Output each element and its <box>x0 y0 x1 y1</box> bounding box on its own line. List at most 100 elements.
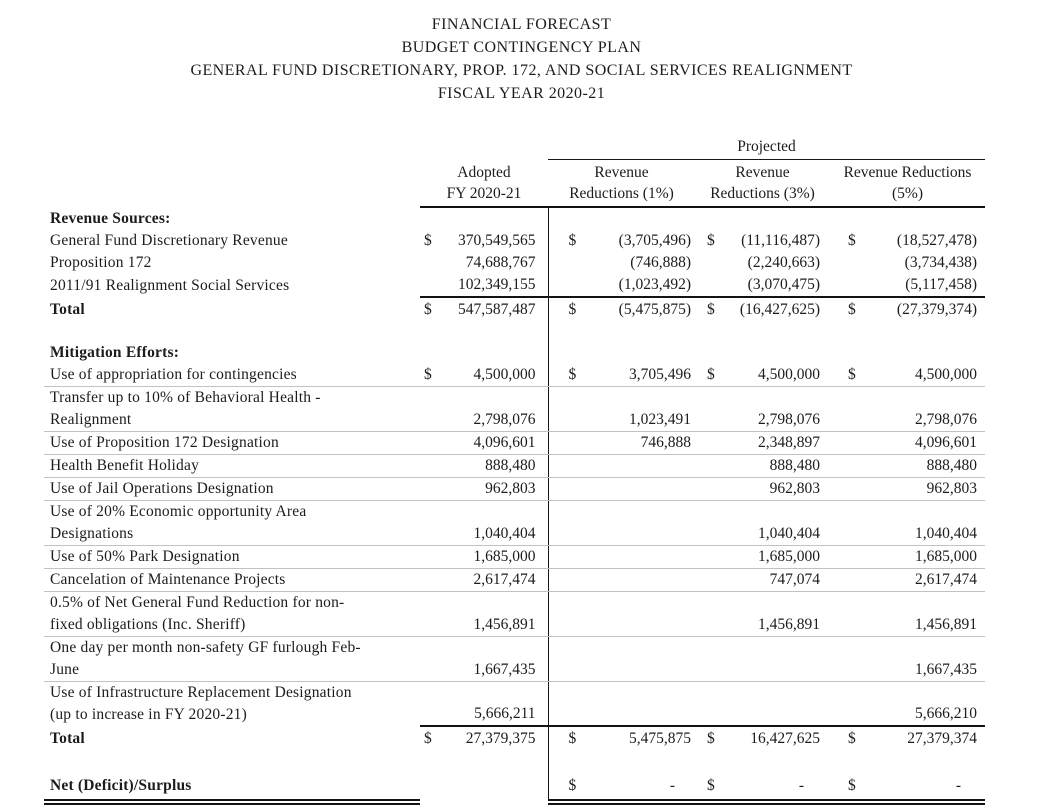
row-label-line: (up to increase in FY 2020-21) <box>50 706 247 723</box>
amount-value: - <box>798 777 804 794</box>
row-label: Transfer up to 10% of Behavioral Health … <box>44 386 420 432</box>
budget-table: Projected Adopted FY 2020-21 Revenue Red… <box>44 131 985 805</box>
amount-value: (746,888) <box>630 254 691 271</box>
amount: 1,456,891 <box>420 614 548 636</box>
table-row: Use of Infrastructure Replacement Design… <box>44 681 985 727</box>
row-label: 2011/91 Realignment Social Services <box>44 274 420 297</box>
col-header-reductions-1pct: Revenue Reductions (1%) <box>548 159 695 208</box>
amount-cell-r5: 1,456,891 <box>830 591 985 637</box>
amount: $ (27,379,374) <box>830 299 985 321</box>
amount-value: 2,798,076 <box>915 411 977 428</box>
row-label-line: Transfer up to 10% of Behavioral Health … <box>50 389 321 406</box>
amount: 2,798,076 <box>420 409 548 431</box>
amount-cell-r1: $ (5,475,875) <box>547 297 696 321</box>
amount-cell-r5: 1,667,435 <box>830 636 985 682</box>
amount-value: 74,688,767 <box>465 254 536 271</box>
column-header-row: Adopted FY 2020-21 Revenue Reductions (1… <box>44 159 985 208</box>
amount-value: 1,685,000 <box>915 548 977 565</box>
amount-value: 2,617,474 <box>473 571 536 588</box>
amount-cell-r1: $3,705,496 <box>547 364 695 387</box>
amount: 747,074 <box>695 569 830 591</box>
amount: $5,475,875 <box>549 728 696 750</box>
amount: $370,549,565 <box>420 230 548 252</box>
row-label: Mitigation Efforts: <box>44 342 420 364</box>
amount: 4,096,601 <box>830 432 985 454</box>
col-header-adopted: Adopted FY 2020-21 <box>420 159 548 208</box>
amount-cell-r3 <box>695 636 830 682</box>
amount-cell-r3 <box>695 207 830 230</box>
amount: $ (3,705,496) <box>549 230 696 252</box>
amount-cell-r3: 1,685,000 <box>695 545 830 569</box>
document-title-line: FINANCIAL FORECAST <box>431 16 612 33</box>
amount-cell-r1: (746,888) <box>547 252 695 274</box>
row-label-line: Realignment <box>50 411 132 428</box>
amount-value: 5,666,211 <box>474 705 536 722</box>
row-label-line: Use of 20% Economic opportunity Area <box>50 503 307 520</box>
projected-header-row: Projected <box>44 131 985 160</box>
amount-value: 1,040,404 <box>915 525 977 542</box>
dollar-sign: $ <box>848 301 856 318</box>
dollar-sign: $ <box>424 730 432 747</box>
header-spacer <box>420 131 548 160</box>
amount-cell-r3 <box>695 321 830 342</box>
dollar-sign: $ <box>848 730 856 747</box>
amount-cell-adopted <box>420 771 548 802</box>
amount-value: 1,667,435 <box>915 661 977 678</box>
amount-value: 3,705,496 <box>629 366 691 383</box>
amount-cell-r1 <box>547 207 695 230</box>
document-title-line: GENERAL FUND DISCRETIONARY, PROP. 172, A… <box>190 62 853 79</box>
row-label: 0.5% of Net General Fund Reduction for n… <box>44 591 420 637</box>
row-label-line: Total <box>50 730 85 747</box>
amount: $16,427,625 <box>695 728 830 750</box>
amount-value: 888,480 <box>769 457 820 474</box>
table-row: Mitigation Efforts: <box>44 342 985 364</box>
amount: (5,117,458) <box>830 274 985 296</box>
amount-cell-r3: $ - <box>695 771 830 805</box>
row-label: Revenue Sources: <box>44 207 420 230</box>
table-row: One day per month non-safety GF furlough… <box>44 636 985 682</box>
amount-cell-adopted: $27,379,375 <box>420 726 548 750</box>
amount-cell-r5: 2,798,076 <box>830 386 985 432</box>
amount-cell-r5: 888,480 <box>830 454 985 478</box>
row-label-line: Use of Proposition 172 Designation <box>50 434 279 451</box>
amount-cell-adopted: $370,549,565 <box>420 230 548 252</box>
row-label: Use of 20% Economic opportunity Area Desi… <box>44 500 420 546</box>
amount: 5,666,210 <box>830 703 985 725</box>
amount-cell-r5: $4,500,000 <box>830 364 985 387</box>
amount-cell-r5: $27,379,374 <box>830 726 985 750</box>
dollar-sign: $ <box>424 232 432 249</box>
amount-cell-r1: $ (3,705,496) <box>547 230 696 252</box>
amount-value: 1,456,891 <box>758 616 820 633</box>
table-row: Health Benefit Holiday 888,480 888,480 888,… <box>44 454 985 478</box>
row-label-line: Use of Infrastructure Replacement Design… <box>50 684 352 701</box>
amount-cell-adopted: 102,349,155 <box>420 274 548 298</box>
amount-value: - <box>955 777 961 794</box>
row-label-line: Revenue Sources: <box>50 210 171 227</box>
amount-value: 746,888 <box>640 434 691 451</box>
dollar-sign: $ <box>424 366 432 383</box>
amount: $27,379,375 <box>420 728 548 750</box>
dollar-sign: $ <box>707 366 715 383</box>
amount-value: 1,023,491 <box>629 411 691 428</box>
amount: $ (5,475,875) <box>549 299 696 321</box>
amount: (3,070,475) <box>695 274 830 296</box>
amount-cell-adopted: 962,803 <box>420 477 548 501</box>
column-header-line: FY 2020-21 <box>446 185 522 202</box>
amount: $27,379,374 <box>830 728 985 750</box>
amount-cell-r3: 1,456,891 <box>695 591 830 637</box>
row-label-line: Mitigation Efforts: <box>50 344 180 361</box>
amount-value: 888,480 <box>926 457 977 474</box>
row-label: Cancelation of Maintenance Projects <box>44 568 420 592</box>
amount: 888,480 <box>830 455 985 477</box>
dollar-sign: $ <box>568 730 577 747</box>
table-row: General Fund Discretionary Revenue $370,5… <box>44 230 985 252</box>
amount: 1,040,404 <box>830 523 985 545</box>
amount: 2,348,897 <box>695 432 830 454</box>
table-row: Total $27,379,375 $5,475,875 $16,427,625 $27… <box>44 726 985 750</box>
amount-value: 27,379,375 <box>465 730 536 747</box>
amount: 2,617,474 <box>830 569 985 591</box>
amount-cell-r5: 1,040,404 <box>830 500 985 546</box>
row-label-line: Proposition 172 <box>50 254 152 271</box>
amount-value: 2,348,897 <box>758 434 820 451</box>
amount-value: (1,023,492) <box>618 276 691 293</box>
